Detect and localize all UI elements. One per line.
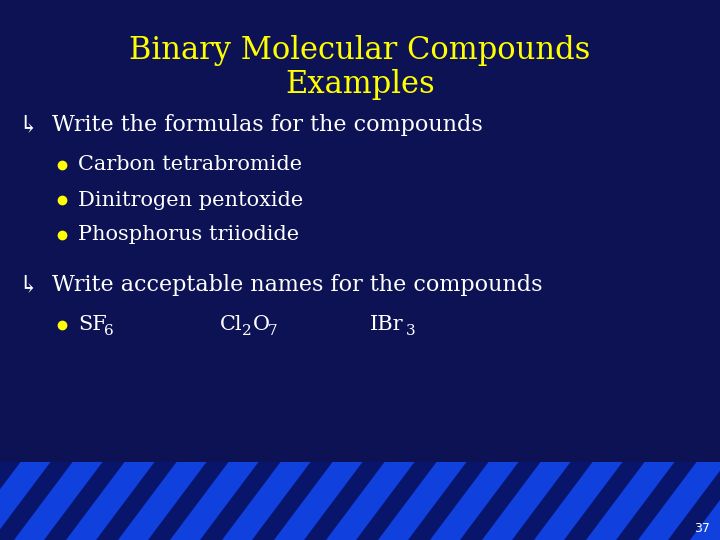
Text: Phosphorus triiodide: Phosphorus triiodide <box>78 226 299 245</box>
Polygon shape <box>668 462 720 540</box>
Text: 7: 7 <box>268 324 278 338</box>
Text: Dinitrogen pentoxide: Dinitrogen pentoxide <box>78 191 303 210</box>
Text: SF: SF <box>78 315 107 334</box>
Polygon shape <box>148 462 229 540</box>
Text: 2: 2 <box>242 324 252 338</box>
Text: Carbon tetrabromide: Carbon tetrabromide <box>78 156 302 174</box>
Polygon shape <box>0 462 21 540</box>
Text: 3: 3 <box>406 324 415 338</box>
Bar <box>0 462 720 540</box>
Polygon shape <box>200 462 281 540</box>
Text: Cl: Cl <box>220 315 243 334</box>
Polygon shape <box>460 462 541 540</box>
Polygon shape <box>512 462 593 540</box>
Polygon shape <box>408 462 489 540</box>
Polygon shape <box>0 462 73 540</box>
Polygon shape <box>252 462 333 540</box>
Text: ↳: ↳ <box>18 273 37 296</box>
Text: ↳: ↳ <box>18 113 37 137</box>
Text: Examples: Examples <box>285 70 435 100</box>
Text: 37: 37 <box>694 522 710 535</box>
Text: O: O <box>253 315 270 334</box>
Text: 6: 6 <box>104 324 114 338</box>
Text: Write the formulas for the compounds: Write the formulas for the compounds <box>52 114 482 136</box>
Text: Write acceptable names for the compounds: Write acceptable names for the compounds <box>52 274 542 296</box>
Polygon shape <box>616 462 697 540</box>
Polygon shape <box>564 462 644 540</box>
Polygon shape <box>356 462 437 540</box>
Text: Binary Molecular Compounds: Binary Molecular Compounds <box>130 35 590 65</box>
Polygon shape <box>96 462 176 540</box>
Text: IBr: IBr <box>370 315 404 334</box>
Polygon shape <box>304 462 384 540</box>
Polygon shape <box>44 462 125 540</box>
